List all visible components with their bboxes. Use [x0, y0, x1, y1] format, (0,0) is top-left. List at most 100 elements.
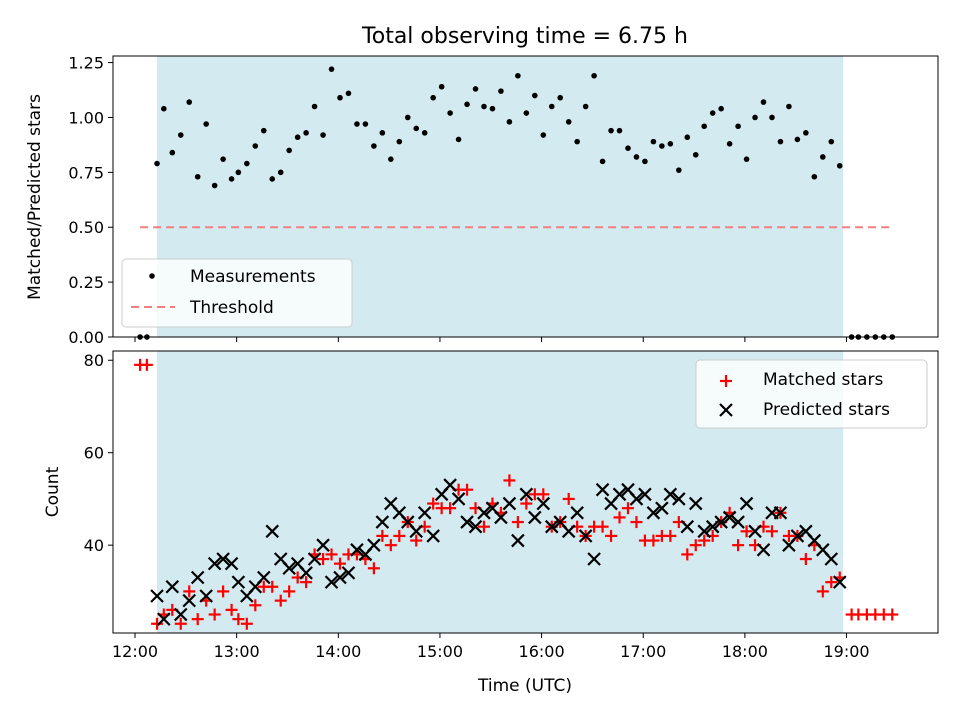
matched-stars-point [427, 497, 440, 510]
matched-stars-point [325, 548, 338, 561]
measurement-point [811, 173, 818, 180]
predicted-stars-point [460, 515, 474, 529]
predicted-stars-point [578, 529, 593, 543]
matched-stars-point [183, 585, 196, 598]
measurement-point [599, 158, 606, 165]
y-tick-label: 0.75 [68, 163, 104, 182]
measurement-point [396, 138, 403, 145]
matched-stars-point [317, 553, 330, 566]
measurement-point [354, 121, 360, 127]
measurement-point [211, 182, 218, 189]
measurement-point [371, 143, 377, 149]
predicted-stars-point [638, 487, 652, 502]
measurement-point [625, 145, 631, 152]
top-legend: Measurements Threshold [121, 258, 353, 328]
matched-stars-point [240, 617, 253, 630]
matched-stars-point [300, 576, 313, 589]
predicted-stars-point [612, 487, 627, 502]
matched-stars-point [208, 608, 221, 621]
measurement-point [498, 88, 504, 94]
measurement-point [718, 105, 724, 112]
matched-stars-point [537, 488, 550, 501]
predicted-stars-point [595, 482, 610, 497]
y-tick-label: 1.00 [68, 108, 104, 127]
measurement-point [286, 147, 292, 154]
legend-threshold-label: Threshold [189, 298, 274, 318]
predicted-stars-point [173, 607, 188, 622]
measurement-point [616, 127, 623, 134]
predicted-stars-point [231, 575, 246, 589]
matched-stars-point [886, 608, 899, 621]
matched-stars-point [503, 474, 516, 487]
x-tick-label: 14:00 [315, 642, 361, 661]
matched-stars-point [765, 525, 778, 538]
y-tick-label: 60 [84, 444, 104, 463]
matched-stars-point [740, 525, 753, 538]
measurement-point [574, 138, 580, 145]
measurement-point [228, 176, 235, 182]
matched-stars-point [444, 502, 457, 515]
measurement-point [294, 134, 301, 141]
measurement-point [676, 167, 682, 173]
predicted-stars-point [299, 566, 313, 580]
predicted-stars-point [739, 496, 754, 511]
matched-stars-point [151, 617, 164, 630]
x-tick-label: 18:00 [722, 642, 768, 661]
measurement-point [472, 86, 479, 92]
predicted-stars-point [341, 566, 356, 580]
predicted-stars-point [165, 579, 180, 594]
measurement-point [803, 130, 809, 136]
predicted-stars-point [375, 515, 390, 529]
x-axis-label: Time (UTC) [477, 676, 572, 696]
matched-stars-point [393, 529, 406, 542]
predicted-stars-point [672, 492, 686, 506]
matched-stars-point [174, 617, 187, 630]
measurement-point [320, 132, 326, 138]
predicted-stars-point [324, 575, 339, 589]
predicted-stars-point [536, 496, 551, 511]
matched-stars-point [613, 511, 626, 524]
predicted-stars-point [680, 519, 695, 534]
predicted-stars-point [714, 515, 728, 529]
measurement-point [828, 138, 835, 145]
measurement-point [455, 136, 462, 143]
predicted-stars-point [207, 556, 222, 571]
matched-stars-point [816, 585, 829, 598]
predicted-stars-point [426, 529, 440, 543]
predicted-stars-point [477, 506, 491, 520]
predicted-stars-point [544, 519, 559, 534]
measurement-point [820, 154, 826, 160]
measurement-point [421, 130, 428, 136]
predicted-stars-point [697, 524, 711, 539]
measurement-point [582, 103, 589, 110]
top-y-ticks: 0.00 0.25 0.50 0.75 1.00 1.25 [68, 54, 113, 347]
measurement-point [786, 103, 792, 110]
x-tick-label: 19:00 [823, 642, 869, 661]
measurement-point [244, 160, 250, 167]
predicted-stars-point [316, 538, 330, 552]
measurement-point [303, 130, 309, 136]
legend-predicted-label: Predicted stars [763, 400, 890, 420]
top-legend-box [121, 258, 353, 328]
measurement-point [591, 72, 597, 79]
x-tick-label: 13:00 [214, 642, 260, 661]
measurement-point [642, 158, 648, 165]
measurement-point [269, 176, 276, 182]
measurement-point [769, 114, 775, 121]
matched-stars-point [249, 599, 262, 612]
measurement-points [137, 66, 896, 340]
measurement-point [161, 105, 167, 112]
measurement-point [760, 99, 767, 105]
measurement-point [743, 156, 750, 162]
matched-stars-point [384, 539, 397, 552]
measurement-point [481, 103, 487, 110]
measurement-point [252, 143, 259, 149]
bottom-panel-frame [112, 350, 939, 634]
predicted-stars-point [646, 506, 661, 520]
predicted-stars-point [688, 496, 703, 511]
matched-stars-point [461, 483, 474, 496]
matched-stars-point [596, 520, 609, 533]
matched-stars-point [647, 534, 660, 547]
predicted-stars-point [157, 612, 171, 626]
measurement-point [362, 121, 369, 127]
